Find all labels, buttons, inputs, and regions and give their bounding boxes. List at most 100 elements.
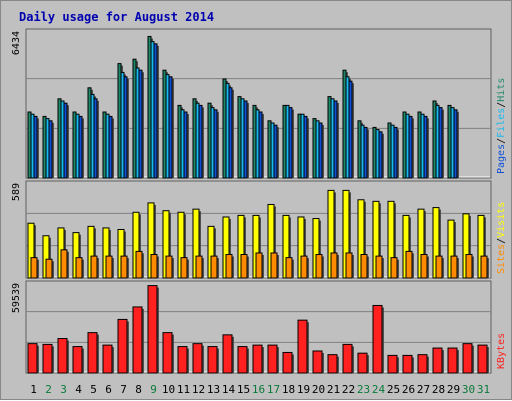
plot-layer — [25, 28, 492, 374]
bar-kbytes-day-1 — [27, 343, 38, 374]
bar-kbytes-day-22 — [342, 343, 353, 374]
x-tick-label-17: 17 — [267, 383, 280, 396]
legend-pages: Pages — [496, 144, 507, 174]
bar-sites-day-29 — [450, 255, 458, 279]
bar-sites-day-13 — [210, 255, 218, 279]
bar-pages-day-2 — [48, 120, 53, 179]
bar-pages-day-22 — [348, 80, 353, 179]
bar-sites-day-16 — [255, 252, 263, 279]
bar-sites-day-4 — [75, 257, 83, 279]
bar-kbytes-day-27 — [417, 354, 428, 374]
bar-pages-day-26 — [408, 115, 413, 179]
bar-pages-day-4 — [78, 115, 83, 179]
x-tick-label-7: 7 — [120, 383, 127, 396]
bar-kbytes-day-12 — [192, 343, 203, 374]
bar-pages-day-20 — [318, 122, 323, 179]
x-tick-label-26: 26 — [402, 383, 415, 396]
panel-visits-sites-ymax-label: 589 — [11, 183, 22, 201]
x-tick-label-11: 11 — [177, 383, 190, 396]
bar-sites-day-12 — [195, 255, 203, 279]
bar-sites-day-7 — [120, 255, 128, 279]
bar-kbytes-day-25 — [387, 354, 398, 374]
panel-kbytes-ymax-label: 59539 — [11, 283, 22, 313]
bar-kbytes-day-31 — [477, 344, 488, 374]
x-tick-label-30: 30 — [462, 383, 475, 396]
bar-sites-day-28 — [435, 255, 443, 279]
bar-kbytes-day-24 — [372, 304, 383, 374]
bar-sites-day-2 — [45, 258, 53, 279]
legend-kbytes: KBytes — [496, 333, 507, 369]
bar-sites-day-18 — [285, 257, 293, 279]
legend-separator: / — [496, 238, 507, 244]
bar-kbytes-day-23 — [357, 352, 368, 374]
bar-kbytes-day-13 — [207, 346, 218, 374]
bar-sites-day-15 — [240, 254, 248, 279]
bar-sites-day-22 — [345, 252, 353, 279]
bar-sites-day-1 — [30, 257, 38, 279]
bar-kbytes-day-21 — [327, 354, 338, 374]
bar-kbytes-day-26 — [402, 354, 413, 374]
bar-kbytes-day-18 — [282, 351, 293, 374]
bar-pages-day-9 — [153, 43, 158, 179]
legend-files: Files — [496, 108, 507, 138]
bar-kbytes-day-28 — [432, 347, 443, 374]
x-tick-label-23: 23 — [357, 383, 370, 396]
bar-pages-day-12 — [198, 104, 203, 179]
x-tick-label-31: 31 — [477, 383, 490, 396]
bar-pages-day-3 — [63, 102, 68, 179]
x-tick-label-10: 10 — [162, 383, 175, 396]
bar-sites-day-24 — [375, 255, 383, 279]
x-tick-label-5: 5 — [90, 383, 97, 396]
bar-pages-day-1 — [33, 115, 38, 179]
x-tick-label-19: 19 — [297, 383, 310, 396]
bar-kbytes-day-20 — [312, 350, 323, 374]
bar-pages-day-8 — [138, 69, 143, 179]
bar-kbytes-day-30 — [462, 343, 473, 374]
bar-kbytes-day-7 — [117, 318, 128, 374]
legend-visits: Visits — [496, 202, 507, 238]
bar-kbytes-day-8 — [132, 306, 143, 374]
x-tick-label-3: 3 — [60, 383, 67, 396]
x-tick-label-25: 25 — [387, 383, 400, 396]
bar-kbytes-day-16 — [252, 344, 263, 374]
bar-sites-day-19 — [300, 255, 308, 279]
bar-kbytes-day-2 — [42, 343, 53, 374]
bar-pages-day-15 — [243, 100, 248, 179]
bar-sites-day-11 — [180, 257, 188, 279]
bar-sites-day-5 — [90, 255, 98, 279]
bar-sites-day-9 — [150, 254, 158, 279]
bar-sites-day-3 — [60, 249, 68, 279]
x-tick-label-8: 8 — [135, 383, 142, 396]
panel-kbytes-legend: KBytes — [496, 333, 507, 369]
x-tick-label-4: 4 — [75, 383, 82, 396]
x-tick-label-6: 6 — [105, 383, 112, 396]
bar-sites-day-8 — [135, 250, 143, 279]
panel-visits-sites-legend: Sites/Visits — [496, 202, 507, 274]
legend-sites: Sites — [496, 244, 507, 274]
bar-pages-day-16 — [258, 111, 263, 179]
bar-kbytes-day-15 — [237, 346, 248, 374]
bar-pages-day-14 — [228, 87, 233, 179]
bar-kbytes-day-6 — [102, 344, 113, 374]
legend-hits: Hits — [496, 78, 507, 102]
bar-sites-day-21 — [330, 252, 338, 279]
bar-pages-day-21 — [333, 100, 338, 179]
bar-sites-day-23 — [360, 254, 368, 279]
bar-pages-day-13 — [213, 109, 218, 179]
legend-separator: / — [496, 138, 507, 144]
bar-pages-day-5 — [93, 98, 98, 179]
x-tick-label-24: 24 — [372, 383, 386, 396]
bar-sites-day-20 — [315, 254, 323, 279]
bar-kbytes-day-10 — [162, 332, 173, 374]
bar-pages-day-6 — [108, 115, 113, 179]
x-tick-label-9: 9 — [150, 383, 157, 396]
panel-hits-files-pages-legend: Pages/Files/Hits — [496, 78, 507, 174]
x-tick-label-21: 21 — [327, 383, 340, 396]
bar-sites-day-6 — [105, 255, 113, 279]
x-tick-label-18: 18 — [282, 383, 295, 396]
bar-sites-day-30 — [465, 254, 473, 279]
bar-kbytes-day-19 — [297, 319, 308, 374]
bar-pages-day-10 — [168, 76, 173, 179]
bar-sites-day-25 — [390, 257, 398, 279]
